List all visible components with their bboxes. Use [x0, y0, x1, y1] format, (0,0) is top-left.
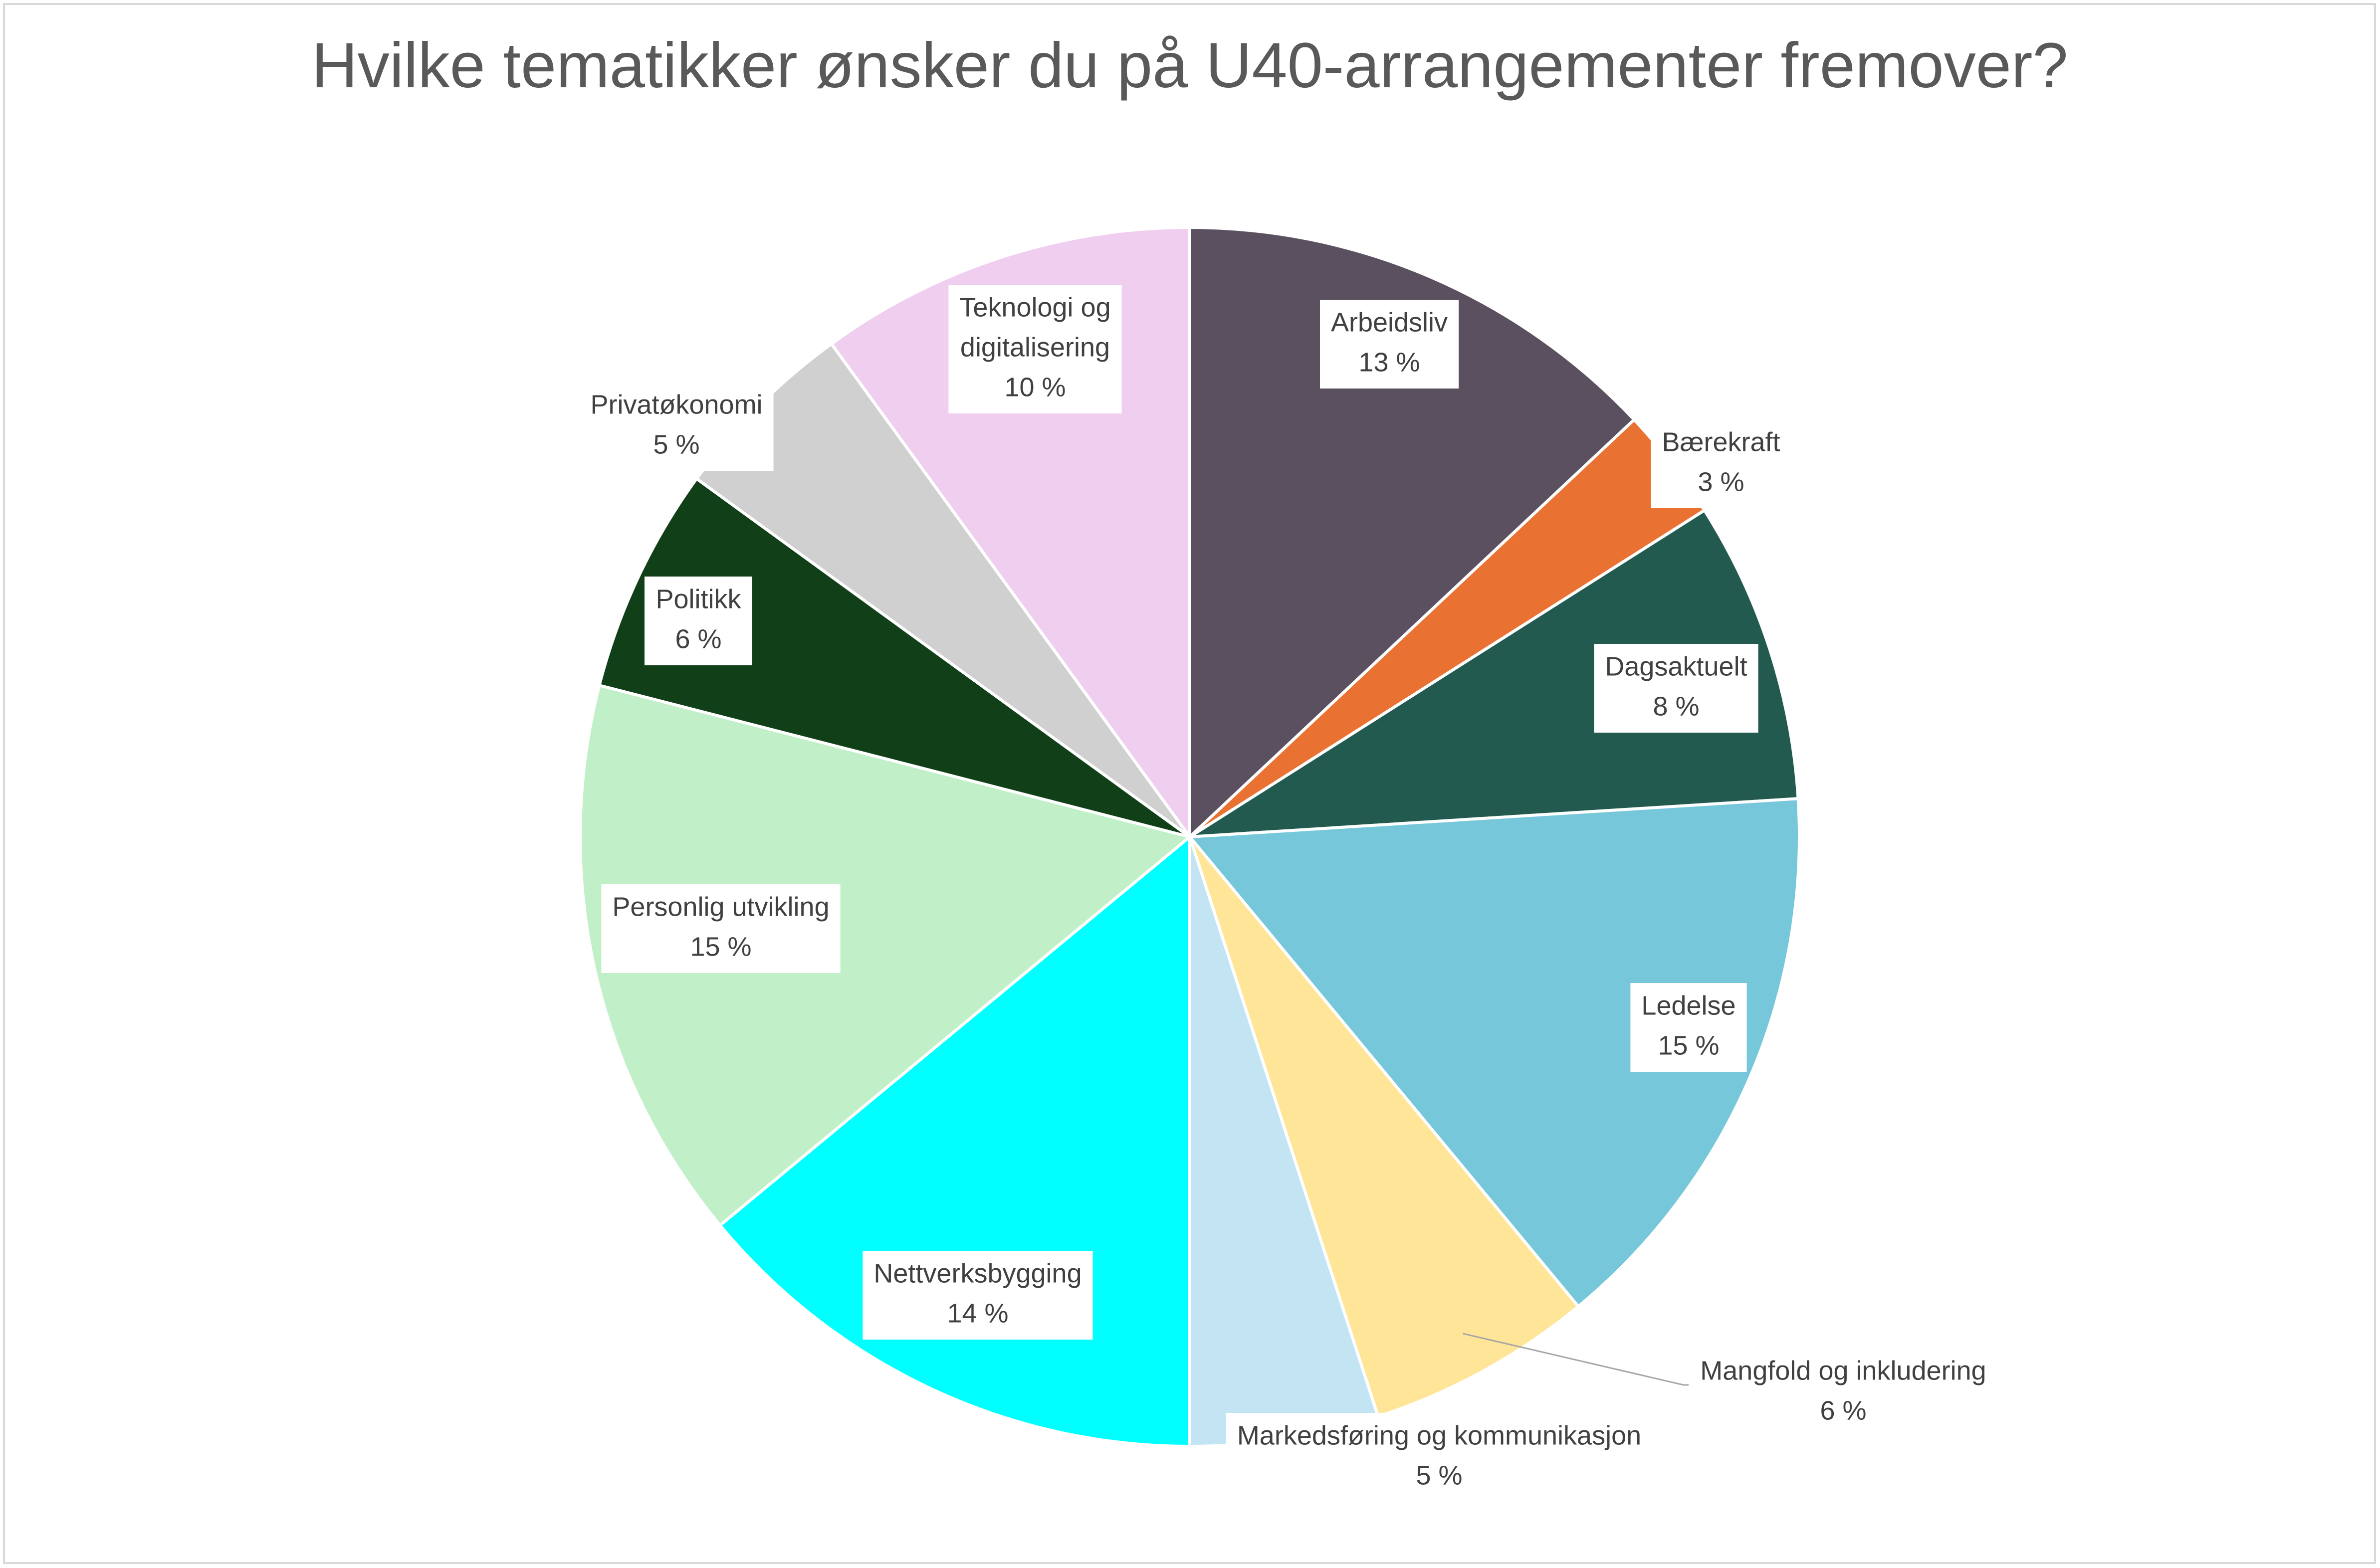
data-label-value: 5 % — [1416, 1460, 1462, 1490]
data-label-value: 6 % — [675, 624, 721, 654]
data-label-politikk: Politikk 6 % — [645, 577, 752, 665]
leader-line-mangfold-og-inkludering — [1463, 1333, 1689, 1386]
pie-slice-mangfold-og-inkludering — [1188, 835, 1580, 1418]
data-label-category: Privatøkonomi — [590, 390, 762, 419]
data-label-box — [1320, 300, 1459, 389]
data-label-box — [1651, 419, 1791, 508]
data-label-category: Personlig utvikling — [612, 892, 829, 922]
data-label-box — [1226, 1413, 1653, 1502]
data-label-category: Arbeidsliv — [1331, 307, 1448, 337]
data-label-value: 14 % — [947, 1298, 1008, 1328]
leader-lines — [1463, 1333, 1689, 1386]
data-label-category: digitalisering — [960, 332, 1110, 362]
data-label-arbeidsliv: Arbeidsliv 13 % — [1320, 300, 1459, 389]
data-label-value: 8 % — [1653, 691, 1699, 721]
data-label-box — [1630, 983, 1747, 1072]
data-label-value: 10 % — [1004, 372, 1066, 402]
data-label-value: 5 % — [653, 429, 699, 459]
data-label-category: Bærekraft — [1662, 427, 1780, 457]
data-label-mangfold-og-inkludering: Mangfold og inkludering 6 % — [1700, 1356, 1986, 1425]
data-label-baerekraft: Bærekraft 3 % — [1651, 419, 1791, 508]
data-label-box — [1594, 644, 1758, 733]
data-label-box — [601, 884, 841, 973]
data-label-category: Markedsføring og kommunikasjon — [1237, 1420, 1641, 1450]
pie-slice-arbeidsliv — [1188, 226, 1636, 838]
data-label-teknologi-og-digitalisering: Teknologi og digitalisering 10 % — [948, 285, 1122, 413]
pie-slice-personlig-utvikling — [579, 684, 1191, 1227]
data-label-value: 3 % — [1698, 467, 1744, 497]
data-labels: Arbeidsliv 13 % Bærekraft 3 % Dagsaktuelt 8 %… — [579, 285, 1986, 1502]
data-label-nettverksbygging: Nettverksbygging 14 % — [863, 1251, 1093, 1340]
data-label-category: Politikk — [655, 584, 741, 614]
data-label-value: 6 % — [1820, 1395, 1866, 1425]
data-label-ledelse: Ledelse 15 % — [1630, 983, 1747, 1072]
data-label-privatokonomi: Privatøkonomi 5 % — [579, 382, 774, 471]
data-label-category: Teknologi og — [959, 292, 1110, 322]
data-label-box — [948, 285, 1122, 413]
pie-slices — [579, 226, 1801, 1448]
data-label-dagsaktuelt: Dagsaktuelt 8 % — [1594, 644, 1758, 733]
data-label-category: Mangfold og inkludering — [1700, 1356, 1986, 1385]
data-label-box — [863, 1251, 1093, 1340]
data-label-category: Dagsaktuelt — [1605, 651, 1747, 681]
data-label-markedsforing-og-kommunikasjon: Markedsføring og kommunikasjon 5 % — [1226, 1413, 1653, 1502]
chart-title: Hvilke tematikker ønsker du på U40-arran… — [311, 30, 2068, 101]
data-label-value: 13 % — [1358, 347, 1420, 377]
data-label-category: Ledelse — [1641, 990, 1735, 1020]
pie-slice-dagsaktuelt — [1188, 509, 1800, 838]
data-label-category: Nettverksbygging — [873, 1258, 1082, 1288]
pie-slice-ledelse — [1188, 797, 1801, 1308]
data-label-box — [645, 577, 752, 665]
data-label-box — [579, 382, 774, 471]
pie-slice-politikk — [598, 477, 1191, 838]
data-label-value: 15 % — [690, 932, 751, 962]
data-label-value: 15 % — [1658, 1030, 1719, 1060]
data-label-personlig-utvikling: Personlig utvikling 15 % — [601, 884, 841, 973]
